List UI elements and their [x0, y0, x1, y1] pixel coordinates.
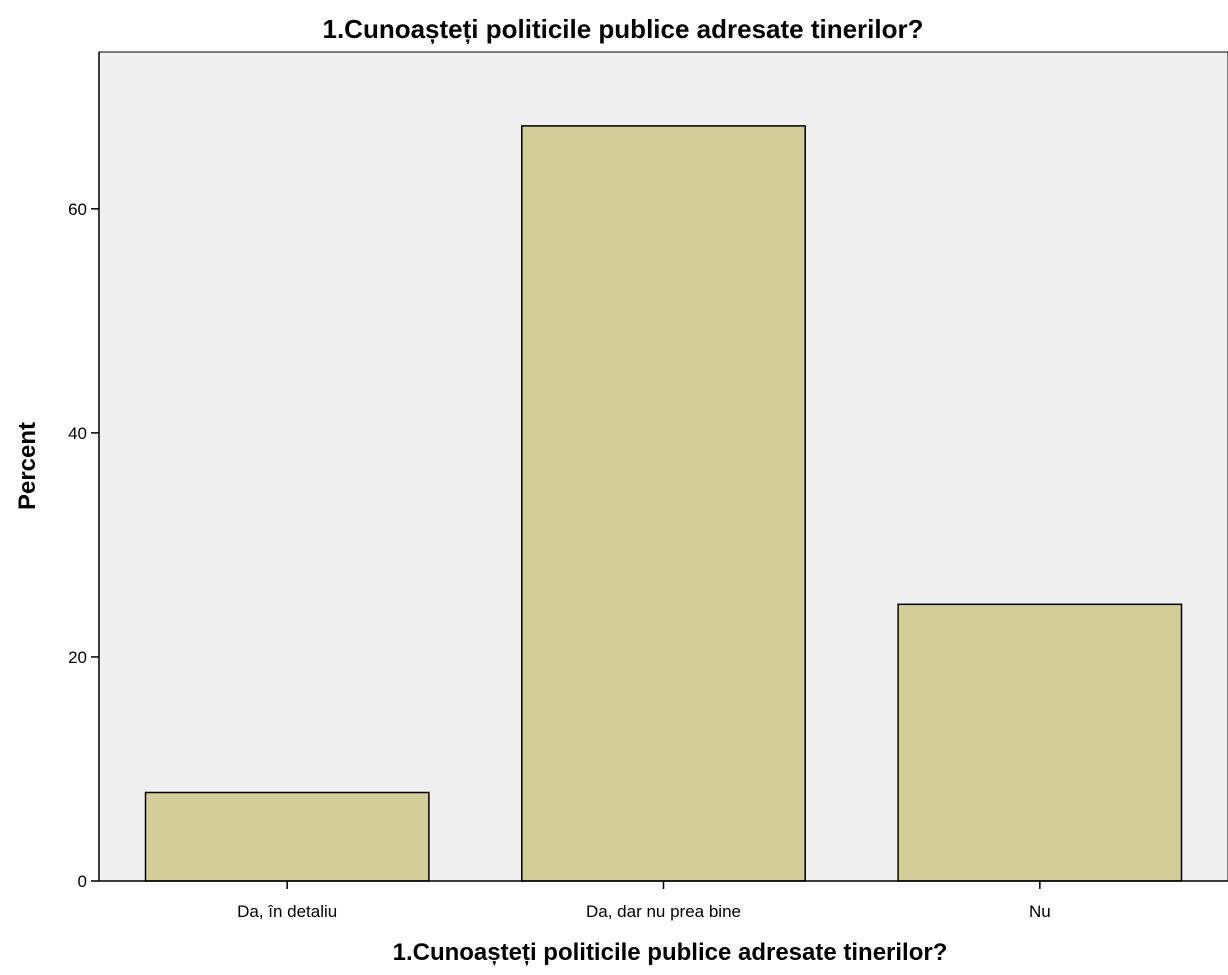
y-tick-label-60: 60	[68, 200, 87, 219]
y-axis-ticks: 0 20 40 60	[68, 200, 99, 891]
x-tick-label-1: Da, în detaliu	[237, 902, 337, 921]
x-tick-label-3: Nu	[1029, 902, 1051, 921]
x-tick-label-2: Da, dar nu prea bine	[586, 902, 741, 921]
bar-1	[144, 791, 430, 882]
y-tick-label-40: 40	[68, 424, 87, 443]
y-tick-label-0: 0	[78, 872, 87, 891]
x-axis-ticks: Da, în detaliu Da, dar nu prea bine Nu	[237, 881, 1051, 921]
y-axis-title: Percent	[14, 422, 41, 510]
bar-3	[897, 603, 1183, 882]
chart-title: 1.Cunoașteți politicile publice adresate…	[322, 14, 923, 44]
y-tick-label-20: 20	[68, 648, 87, 667]
bar-2	[521, 125, 806, 882]
x-axis-title: 1.Cunoașteți politicile publice adresate…	[393, 939, 948, 966]
